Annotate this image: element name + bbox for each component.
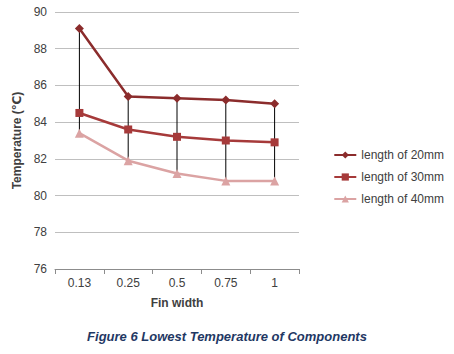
svg-text:Fin width: Fin width xyxy=(151,296,204,310)
svg-text:84: 84 xyxy=(34,115,48,129)
svg-text:length of 30mm: length of 30mm xyxy=(361,170,444,184)
svg-text:Figure 6 Lowest Temperature of: Figure 6 Lowest Temperature of Component… xyxy=(87,329,367,344)
svg-text:0.75: 0.75 xyxy=(214,276,238,290)
svg-text:80: 80 xyxy=(34,189,48,203)
svg-text:length of 40mm: length of 40mm xyxy=(361,192,444,206)
svg-text:76: 76 xyxy=(34,262,48,276)
svg-text:78: 78 xyxy=(34,225,48,239)
svg-text:82: 82 xyxy=(34,152,48,166)
svg-text:length of 20mm: length of 20mm xyxy=(361,148,444,162)
svg-text:Temperature (℃): Temperature (℃) xyxy=(10,92,24,190)
svg-text:0.13: 0.13 xyxy=(68,276,92,290)
svg-text:0.5: 0.5 xyxy=(169,276,186,290)
svg-text:1: 1 xyxy=(271,276,278,290)
svg-text:0.25: 0.25 xyxy=(117,276,141,290)
svg-text:86: 86 xyxy=(34,78,48,92)
svg-text:88: 88 xyxy=(34,42,48,56)
svg-text:90: 90 xyxy=(34,5,48,19)
